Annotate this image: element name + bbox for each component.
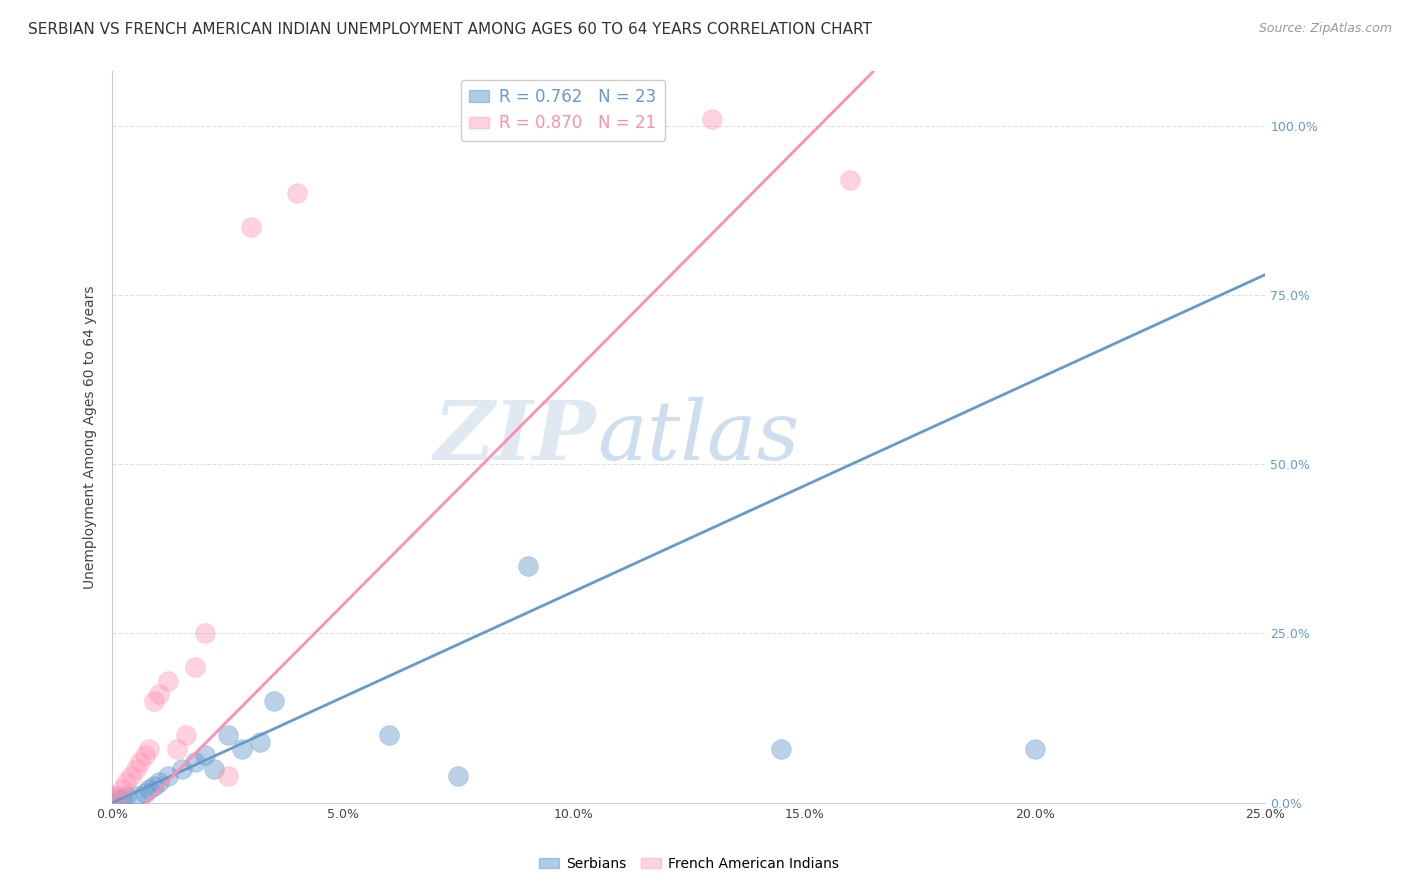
Point — [184, 660, 207, 674]
Legend: R = 0.762   N = 23, R = 0.870   N = 21: R = 0.762 N = 23, R = 0.870 N = 21 — [461, 79, 665, 141]
Point — [516, 558, 538, 573]
Point — [231, 741, 253, 756]
Point — [217, 728, 239, 742]
Point — [447, 769, 470, 783]
Point — [120, 769, 142, 783]
Point — [184, 755, 207, 769]
Point — [194, 626, 217, 640]
Point — [285, 186, 308, 201]
Point — [111, 782, 134, 797]
Point — [134, 786, 156, 800]
Point — [105, 789, 128, 803]
Y-axis label: Unemployment Among Ages 60 to 64 years: Unemployment Among Ages 60 to 64 years — [83, 285, 97, 589]
Text: atlas: atlas — [596, 397, 799, 477]
Point — [217, 769, 239, 783]
Point — [129, 755, 152, 769]
Point — [138, 782, 160, 797]
Point — [239, 220, 262, 235]
Point — [700, 112, 723, 126]
Point — [378, 728, 401, 742]
Legend: Serbians, French American Indians: Serbians, French American Indians — [533, 851, 845, 876]
Point — [124, 762, 146, 776]
Point — [105, 792, 128, 806]
Point — [249, 735, 271, 749]
Point — [156, 673, 179, 688]
Point — [101, 796, 124, 810]
Point — [138, 741, 160, 756]
Point — [111, 792, 134, 806]
Point — [202, 762, 225, 776]
Point — [115, 789, 138, 803]
Point — [263, 694, 285, 708]
Point — [770, 741, 793, 756]
Point — [194, 748, 217, 763]
Point — [148, 688, 170, 702]
Point — [174, 728, 197, 742]
Point — [166, 741, 188, 756]
Point — [170, 762, 193, 776]
Point — [134, 748, 156, 763]
Point — [839, 172, 862, 186]
Point — [1024, 741, 1046, 756]
Text: ZIP: ZIP — [434, 397, 596, 477]
Point — [101, 789, 124, 803]
Text: Source: ZipAtlas.com: Source: ZipAtlas.com — [1258, 22, 1392, 36]
Text: SERBIAN VS FRENCH AMERICAN INDIAN UNEMPLOYMENT AMONG AGES 60 TO 64 YEARS CORRELA: SERBIAN VS FRENCH AMERICAN INDIAN UNEMPL… — [28, 22, 872, 37]
Point — [156, 769, 179, 783]
Point — [148, 775, 170, 789]
Point — [143, 694, 166, 708]
Point — [143, 779, 166, 793]
Point — [124, 789, 146, 803]
Point — [115, 775, 138, 789]
